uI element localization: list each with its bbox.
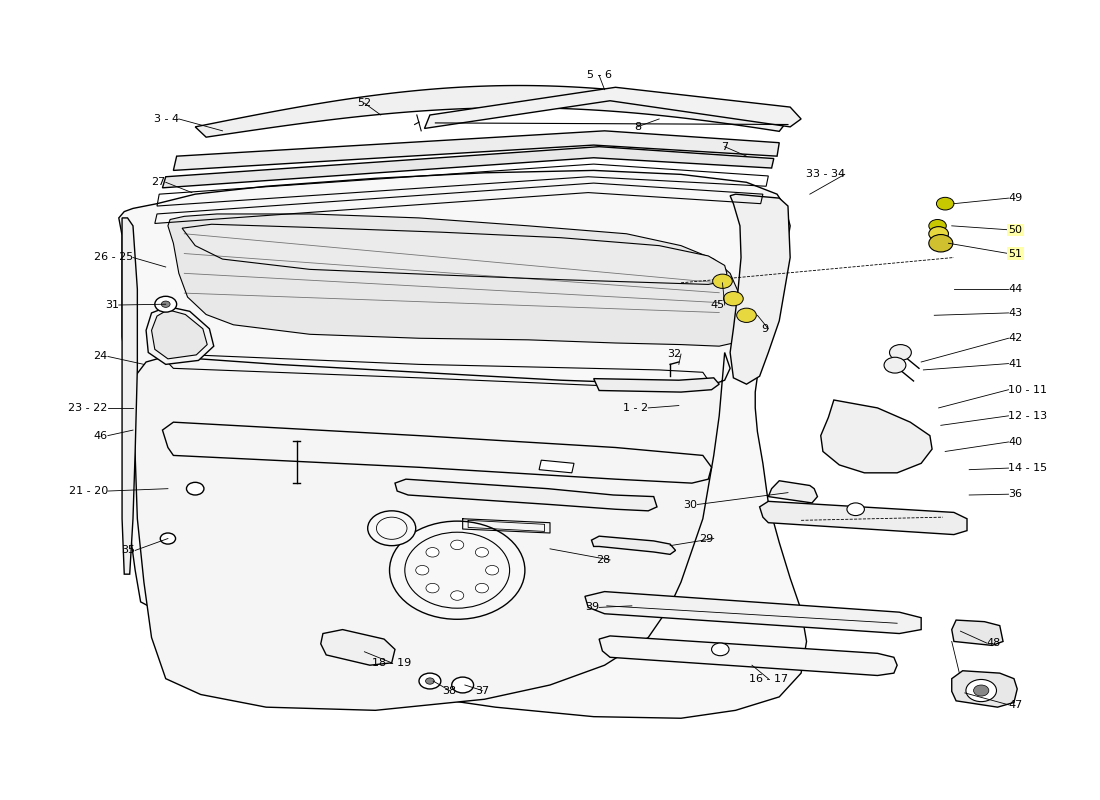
Polygon shape <box>952 670 1018 707</box>
Text: 3 - 4: 3 - 4 <box>154 114 179 124</box>
Polygon shape <box>152 310 207 359</box>
Text: a passion parts series: a passion parts series <box>398 489 702 517</box>
Text: 47: 47 <box>1009 700 1023 710</box>
Text: 32: 32 <box>667 349 681 359</box>
Text: 52: 52 <box>358 98 372 108</box>
Circle shape <box>155 296 177 312</box>
Text: 26 - 25: 26 - 25 <box>94 253 133 262</box>
Text: 49: 49 <box>1009 193 1023 203</box>
Polygon shape <box>395 479 657 511</box>
Polygon shape <box>133 353 730 710</box>
Text: 44: 44 <box>1009 284 1023 294</box>
Polygon shape <box>594 378 719 392</box>
Text: 21 - 20: 21 - 20 <box>68 486 108 496</box>
Circle shape <box>451 540 464 550</box>
Polygon shape <box>768 481 817 503</box>
Circle shape <box>367 511 416 546</box>
Polygon shape <box>168 214 740 346</box>
Text: 33 - 34: 33 - 34 <box>805 170 845 179</box>
Text: 41: 41 <box>1009 358 1023 369</box>
Text: 30: 30 <box>683 499 697 510</box>
Polygon shape <box>952 620 1003 646</box>
Circle shape <box>389 521 525 619</box>
Circle shape <box>475 583 488 593</box>
Text: 46: 46 <box>94 430 108 441</box>
Text: 39: 39 <box>585 602 600 613</box>
Polygon shape <box>321 630 395 666</box>
Text: 5 - 6: 5 - 6 <box>586 70 612 81</box>
Polygon shape <box>730 194 790 384</box>
Text: 12 - 13: 12 - 13 <box>1009 411 1047 421</box>
Polygon shape <box>585 591 921 634</box>
Text: 7: 7 <box>722 142 728 152</box>
Text: 51: 51 <box>1009 249 1023 258</box>
Circle shape <box>426 583 439 593</box>
Circle shape <box>884 358 906 373</box>
Circle shape <box>712 643 729 656</box>
Text: 10 - 11: 10 - 11 <box>1009 385 1047 394</box>
Circle shape <box>847 503 865 515</box>
Polygon shape <box>119 170 806 718</box>
Circle shape <box>890 345 911 361</box>
Circle shape <box>966 679 997 702</box>
Text: 1 - 2: 1 - 2 <box>623 403 648 413</box>
Polygon shape <box>183 224 727 285</box>
Text: 36: 36 <box>1009 490 1023 499</box>
Text: 37: 37 <box>475 686 490 695</box>
Text: 24: 24 <box>94 351 108 362</box>
Polygon shape <box>163 146 773 188</box>
Polygon shape <box>122 218 138 574</box>
Circle shape <box>713 274 733 288</box>
Circle shape <box>452 677 474 693</box>
Text: 16 - 17: 16 - 17 <box>749 674 788 684</box>
Polygon shape <box>592 536 675 554</box>
Text: 31: 31 <box>104 300 119 310</box>
Text: 27: 27 <box>152 178 166 187</box>
Polygon shape <box>195 86 790 137</box>
Text: 9: 9 <box>761 324 768 334</box>
Circle shape <box>936 198 954 210</box>
Polygon shape <box>760 502 967 534</box>
Text: 48: 48 <box>987 638 1001 648</box>
Text: 40: 40 <box>1009 437 1023 447</box>
Text: 14 - 15: 14 - 15 <box>1009 463 1047 473</box>
Polygon shape <box>600 636 898 675</box>
Text: 23 - 22: 23 - 22 <box>68 403 108 413</box>
Circle shape <box>161 533 176 544</box>
Circle shape <box>974 685 989 696</box>
Circle shape <box>928 234 953 252</box>
Polygon shape <box>174 131 779 170</box>
Circle shape <box>426 547 439 557</box>
Text: 38: 38 <box>442 686 456 695</box>
Text: 28: 28 <box>596 555 611 565</box>
Polygon shape <box>821 400 932 473</box>
Circle shape <box>416 566 429 575</box>
Circle shape <box>475 547 488 557</box>
Text: 50: 50 <box>1009 225 1023 234</box>
Circle shape <box>485 566 498 575</box>
Text: 45: 45 <box>711 300 725 310</box>
Circle shape <box>928 226 948 241</box>
Circle shape <box>419 673 441 689</box>
Circle shape <box>724 291 744 306</box>
Text: 43: 43 <box>1009 308 1023 318</box>
Polygon shape <box>425 87 801 129</box>
Text: 18 - 19: 18 - 19 <box>372 658 411 668</box>
Circle shape <box>162 301 170 307</box>
Circle shape <box>426 678 434 684</box>
Circle shape <box>187 482 204 495</box>
Circle shape <box>737 308 757 322</box>
Text: 35: 35 <box>121 546 135 555</box>
Polygon shape <box>146 306 213 364</box>
Circle shape <box>451 590 464 600</box>
Polygon shape <box>539 460 574 473</box>
Text: euro: euro <box>390 339 710 461</box>
Text: 29: 29 <box>700 534 714 543</box>
Text: 42: 42 <box>1009 334 1023 343</box>
Circle shape <box>928 219 946 232</box>
Text: 8: 8 <box>634 122 641 132</box>
